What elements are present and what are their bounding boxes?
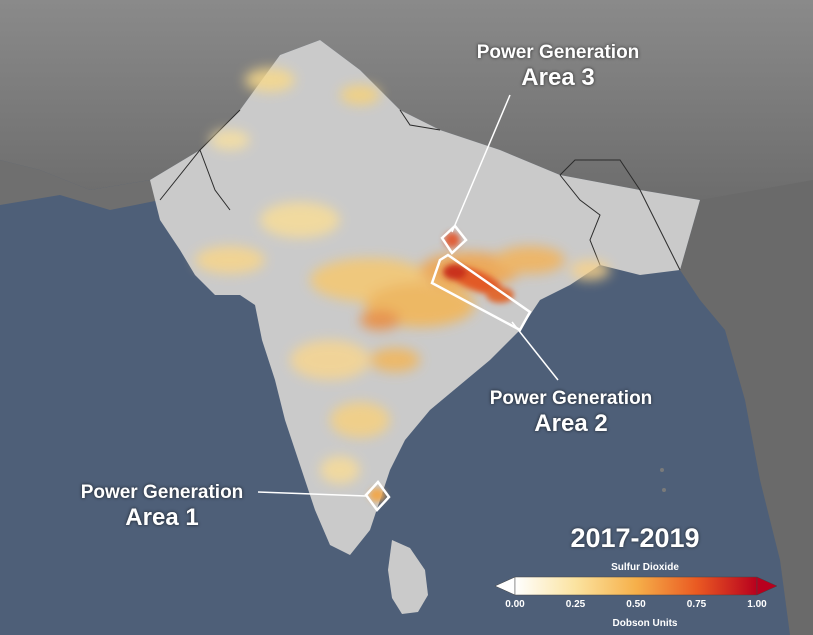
area-3-box bbox=[440, 224, 468, 255]
eastern-terrain bbox=[680, 180, 813, 635]
area-2-label: Power Generation Area 2 bbox=[471, 388, 671, 438]
andaman-islands-2 bbox=[662, 488, 666, 492]
area-2-label-line2: Area 2 bbox=[534, 410, 608, 437]
sri-lanka bbox=[388, 540, 428, 614]
period-label: 2017-2019 bbox=[570, 523, 700, 553]
northern-terrain bbox=[0, 0, 813, 300]
colorbar-units: Dobson Units bbox=[612, 618, 678, 629]
area-3-leader bbox=[451, 94, 511, 233]
area-3-label-line1: Power Generation bbox=[476, 42, 640, 63]
area-1-label: Power Generation Area 1 bbox=[62, 482, 262, 532]
western-terrain bbox=[0, 160, 160, 210]
colorbar-tick: 0.25 bbox=[565, 599, 586, 610]
colorbar-tick: 0.00 bbox=[505, 599, 525, 610]
colorbar-max-arrow bbox=[756, 576, 778, 596]
area-1-label-line2: Area 1 bbox=[125, 504, 199, 531]
borders bbox=[159, 109, 681, 271]
colorbar-tick: 1.00 bbox=[747, 599, 767, 610]
area-2-leader bbox=[511, 321, 559, 381]
andaman-islands bbox=[660, 468, 664, 472]
area-1-leader bbox=[257, 491, 367, 497]
area-1-box bbox=[364, 480, 391, 512]
area-2-label-line1: Power Generation bbox=[489, 388, 653, 409]
colorbar bbox=[514, 576, 758, 596]
area-1-label-line1: Power Generation bbox=[80, 482, 244, 503]
so2-overlay bbox=[195, 68, 610, 484]
area-2-box bbox=[430, 253, 532, 332]
area-3-label-line2: Area 3 bbox=[521, 64, 595, 91]
area-3-label: Power Generation Area 3 bbox=[458, 42, 658, 92]
colorbar-tick: 0.50 bbox=[626, 599, 646, 610]
colorbar-tick: 0.75 bbox=[686, 599, 707, 610]
colorbar-title: Sulfur Dioxide bbox=[611, 562, 679, 573]
so2-hotspots bbox=[369, 232, 514, 502]
